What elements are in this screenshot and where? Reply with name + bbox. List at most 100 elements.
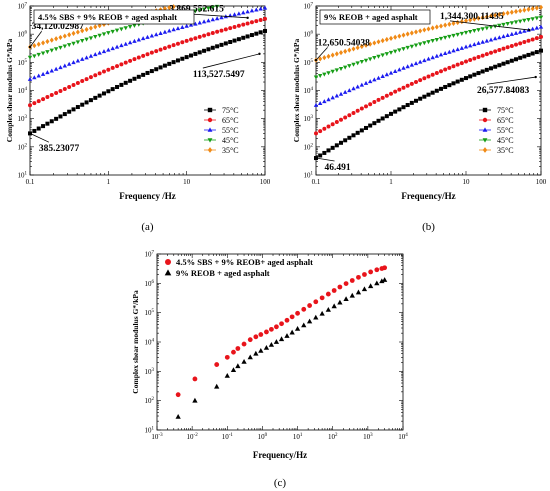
data-point [430, 25, 435, 31]
data-point [522, 18, 527, 23]
data-point [359, 60, 365, 65]
data-point [526, 6, 531, 12]
x-tick-label: 102 [328, 433, 338, 441]
title-box [319, 9, 431, 25]
data-point [379, 278, 385, 284]
data-point [447, 49, 452, 54]
panel-caption: (b) [422, 221, 435, 233]
data-point [224, 354, 230, 360]
chart-panel-b: 0.1 1 10 100 101 102 103 104 105 106 107 Frequency/… [292, 3, 547, 234]
data-point [88, 25, 93, 31]
data-point [149, 33, 155, 38]
data-point [355, 108, 360, 113]
data-point [397, 87, 402, 92]
data-point [455, 19, 460, 26]
data-point [382, 265, 388, 271]
data-point [97, 50, 102, 55]
data-point [97, 71, 102, 76]
data-point [434, 37, 440, 42]
data-point [530, 51, 535, 56]
legend-label: 65°C [222, 116, 239, 125]
data-point [334, 119, 339, 124]
data-point [438, 36, 444, 41]
data-point [530, 26, 535, 31]
value-annotation: 46.491 [325, 163, 351, 173]
data-point [422, 76, 427, 81]
data-point [80, 79, 85, 84]
data-point [443, 84, 448, 89]
data-point [480, 39, 485, 44]
x-tick-label: 1 [389, 178, 393, 186]
data-point [330, 145, 335, 150]
data-point [401, 32, 406, 38]
data-point [338, 66, 344, 71]
data-point [351, 133, 356, 138]
data-point [376, 75, 381, 80]
legend-label: 75°C [222, 106, 239, 115]
data-point [301, 322, 307, 328]
x-tick-label: 100 [536, 178, 547, 186]
data-point [232, 24, 237, 29]
data-point [480, 69, 485, 74]
value-annotation: 3,869,552.615 [169, 4, 224, 14]
data-point [106, 47, 111, 52]
data-point [439, 86, 443, 91]
data-point [501, 46, 506, 51]
data-point [268, 341, 275, 347]
data-point [294, 326, 301, 331]
data-point [480, 53, 485, 58]
data-point [127, 40, 133, 45]
data-point [509, 21, 515, 26]
data-point [361, 286, 368, 292]
data-point [459, 19, 464, 25]
data-point [484, 26, 490, 31]
data-point [313, 299, 319, 305]
data-point [514, 42, 518, 47]
data-point [136, 37, 141, 42]
legend-label: 55°C [222, 126, 239, 135]
data-point [397, 33, 402, 39]
data-point [339, 50, 343, 56]
data-point [505, 33, 510, 38]
data-point [192, 397, 198, 403]
data-point [534, 36, 539, 41]
data-point [380, 95, 385, 100]
data-point [493, 49, 498, 54]
data-point [384, 52, 390, 57]
data-point [231, 349, 236, 355]
y-tick-label: 101 [145, 427, 155, 435]
data-point [245, 9, 250, 14]
data-point [219, 42, 224, 47]
data-point [326, 97, 331, 102]
data-point [88, 36, 94, 41]
data-point [364, 42, 368, 48]
data-point [467, 43, 473, 48]
data-point [215, 44, 220, 49]
data-point [522, 40, 527, 45]
data-point [342, 65, 348, 70]
data-point [355, 289, 362, 295]
series-0 [314, 48, 543, 161]
annotation-arrowhead [28, 45, 32, 49]
legend-label: 45°C [497, 136, 514, 145]
data-point [459, 61, 464, 66]
data-point [249, 8, 255, 13]
data-point [351, 46, 356, 52]
data-point [53, 47, 59, 52]
data-point [210, 45, 215, 50]
data-point [372, 40, 377, 46]
data-point [401, 47, 406, 52]
data-point [362, 272, 367, 277]
data-point [219, 28, 224, 33]
data-point [40, 71, 46, 76]
y-tick-label: 104 [304, 87, 314, 95]
data-point [489, 66, 493, 71]
data-point [363, 58, 369, 63]
data-point [41, 40, 46, 46]
legend-label: 35°C [222, 146, 239, 155]
data-point [359, 82, 365, 87]
data-point [193, 51, 198, 56]
data-point [484, 67, 489, 72]
legend-label: 65°C [497, 116, 514, 125]
data-point [71, 107, 76, 112]
